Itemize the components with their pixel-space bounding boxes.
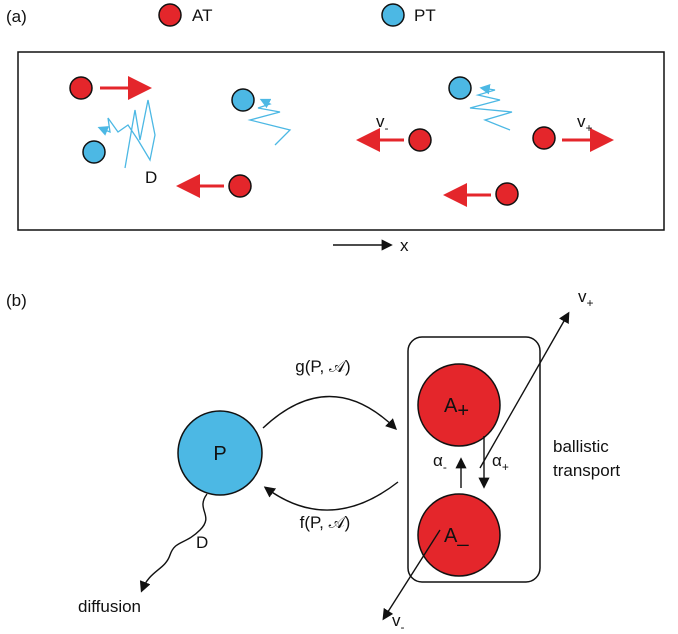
diffusion-symbol: D [196,533,208,552]
transition-label: g(P, 𝒜) [295,357,350,376]
transition-arrow [266,482,398,510]
diffusion-label: diffusion [78,597,141,616]
symbol: A [444,395,458,417]
active-particle [409,129,431,151]
symbol: α [492,451,502,470]
passive-particle [232,89,254,111]
axis-label: x [400,236,409,255]
passive-particle [83,141,105,163]
active-particle [496,183,518,205]
subscript: + [587,296,594,310]
subscript: + [502,460,509,474]
subscript: - [401,620,405,634]
panel-label: (b) [6,291,27,310]
subscript: + [586,121,593,135]
transition-arrow [263,397,395,429]
panel-a: (a) AT PT v- v+ D x [6,4,664,255]
node-label: A_ [444,525,469,547]
rate-label: α+ [492,451,509,474]
panel-label: (a) [6,7,27,26]
velocity-label: v+ [578,287,594,310]
legend-marker [382,4,404,26]
velocity-arrow [384,530,440,618]
active-particle [229,175,251,197]
active-particle [533,127,555,149]
legend-label: PT [414,6,436,25]
figure: (a) AT PT v- v+ D x (b) v+ v- A+ A_ α- α… [0,0,678,634]
passive-particle [449,77,471,99]
subscript: - [385,121,389,135]
active-particle [70,77,92,99]
rate-label: α- [433,451,447,474]
subscript: - [443,460,447,474]
trajectory [100,100,155,168]
trajectory [250,100,290,145]
legend-label: AT [192,6,212,25]
node-label: P [213,443,226,465]
group-label: transport [553,461,620,480]
velocity-label: v+ [577,112,593,135]
transition-label: f(P, 𝒜) [300,513,351,532]
subscript: _ [456,525,469,547]
symbol: α [433,451,443,470]
legend-marker [159,4,181,26]
velocity-label: v- [392,611,405,634]
velocity-label: v- [376,112,389,135]
diffusion-label: D [145,168,157,187]
trajectory [470,88,512,130]
symbol: A [444,525,458,547]
group-label: ballistic [553,437,609,456]
panel-b: (b) v+ v- A+ A_ α- α+ ballistic transpor… [6,287,620,634]
subscript: + [457,400,469,422]
